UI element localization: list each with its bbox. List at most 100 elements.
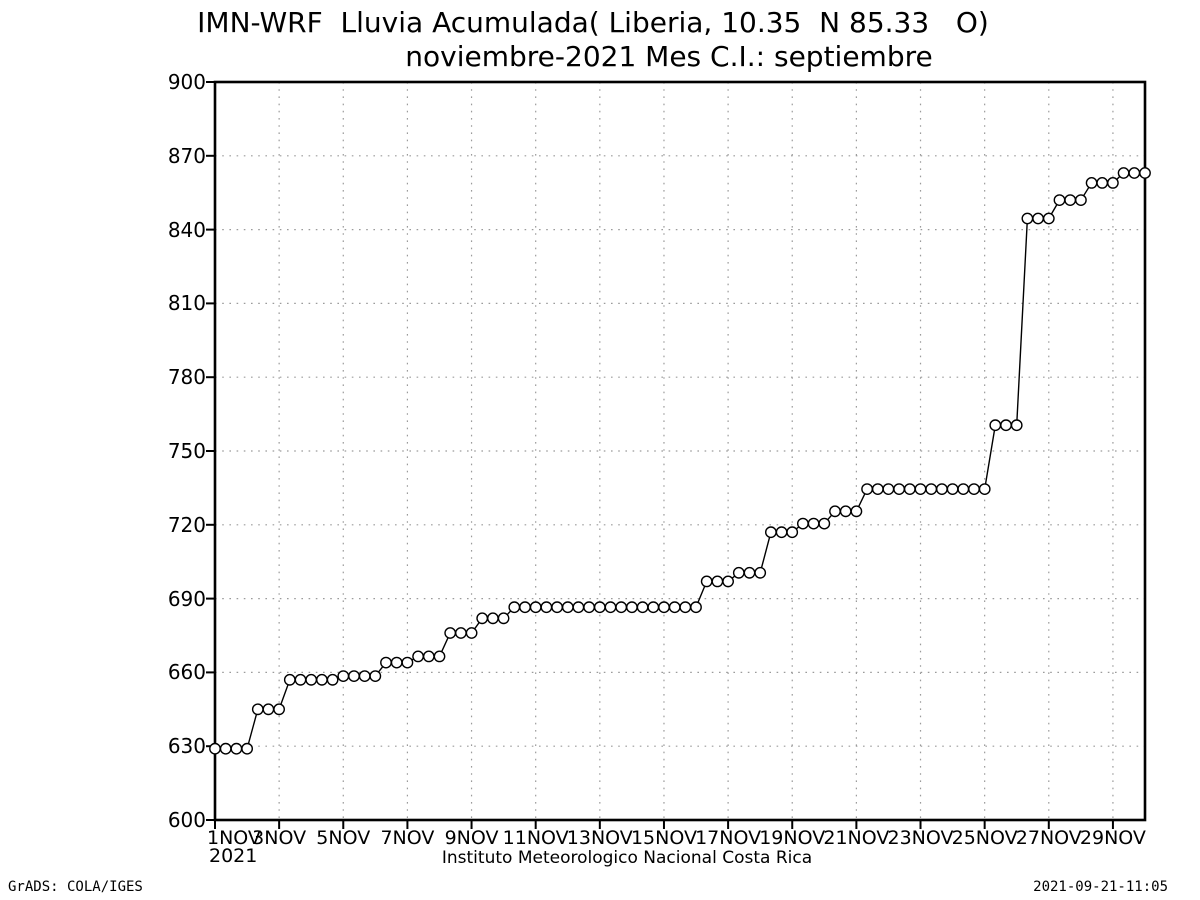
data-point-marker [807, 517, 820, 530]
data-point-marker [861, 483, 873, 495]
data-point-marker [219, 742, 232, 755]
timestamp-text: 2021-09-21-11:05 [1033, 879, 1168, 895]
data-point-marker [422, 650, 435, 663]
y-axis-tick-label: 600 [167, 808, 206, 832]
x-axis-tick-label: 29NOV [1079, 827, 1146, 849]
data-point-marker [957, 483, 970, 495]
data-point-marker [1075, 194, 1087, 207]
data-point-marker [572, 601, 585, 614]
data-point-marker [519, 601, 531, 614]
data-point-marker [412, 650, 424, 663]
y-axis-tick-label: 780 [167, 365, 206, 390]
data-point-marker [658, 601, 670, 614]
data-point-marker [380, 656, 392, 669]
data-point-marker [786, 526, 799, 539]
y-axis-tick-label: 900 [167, 70, 206, 94]
y-axis-tick-label: 660 [167, 660, 206, 685]
data-point-marker [401, 656, 414, 669]
data-point-marker [925, 483, 938, 495]
data-point-marker [668, 601, 681, 614]
data-point-marker [390, 656, 403, 669]
footer-institute-text: Instituto Meteorologico Nacional Costa R… [441, 848, 813, 868]
data-point-marker [529, 601, 542, 614]
data-point-marker [754, 566, 767, 579]
data-point-marker [722, 575, 734, 588]
x-axis-tick-label: 25NOV [951, 827, 1018, 849]
data-point-marker [283, 673, 296, 686]
data-point-marker [946, 483, 959, 495]
data-point-marker [508, 601, 521, 614]
data-point-marker [593, 601, 606, 614]
y-axis-tick-label: 690 [167, 586, 206, 611]
x-axis-tick-label: 3NOV [252, 827, 307, 849]
data-point-marker [1064, 194, 1077, 207]
plot-frame [213, 80, 1147, 822]
data-point-marker [1107, 176, 1119, 189]
data-point-marker [262, 703, 275, 716]
data-point-marker [1117, 167, 1130, 179]
x-axis-tick-label: 1NOV [207, 827, 261, 849]
data-point-marker [775, 526, 788, 539]
x-axis-tick-label: 13NOV [566, 827, 633, 849]
data-point-marker [497, 612, 510, 625]
data-point-marker [700, 575, 713, 588]
data-point-marker [839, 505, 852, 518]
chart-title: IMN-WRF Lluvia Acumulada( Liberia, 10.35… [197, 6, 989, 39]
data-point-marker [1085, 176, 1098, 189]
data-point-marker [818, 517, 831, 530]
data-point-marker [241, 742, 254, 755]
data-point-marker [936, 483, 948, 495]
data-point-marker [209, 742, 221, 755]
data-point-marker [882, 483, 895, 495]
data-point-marker [1010, 419, 1023, 432]
data-point-marker [679, 601, 692, 614]
data-point-marker [273, 703, 285, 716]
data-point-marker [294, 673, 307, 686]
data-point-marker [251, 703, 264, 716]
data-point-marker [444, 627, 457, 639]
data-point-marker [797, 517, 809, 530]
data-point-marker [369, 670, 382, 682]
x-axis-tick-label: 21NOV [823, 827, 890, 849]
data-point-marker [765, 526, 777, 539]
y-axis-tick-label: 870 [167, 143, 206, 168]
rainfall-step-line [215, 172, 1145, 750]
data-point-marker [1032, 212, 1045, 225]
x-axis-tick-label: 7NOV [380, 827, 435, 849]
data-point-marker [1139, 167, 1151, 179]
x-axis-tick-label: 11NOV [502, 827, 569, 849]
data-point-marker [732, 566, 745, 579]
data-point-marker [893, 483, 905, 495]
data-point-marker [711, 575, 724, 588]
data-point-marker [561, 601, 574, 614]
data-point-marker [850, 505, 863, 518]
data-point-marker [1128, 167, 1141, 179]
data-point-marker [326, 673, 339, 686]
data-point-marker [871, 483, 884, 495]
data-point-marker [315, 673, 328, 686]
y-axis-tick-label: 840 [167, 217, 206, 242]
data-point-marker [989, 419, 1002, 432]
data-point-marker [914, 483, 927, 495]
chart-subtitle: noviembre-2021 Mes C.I.: septiembre [405, 40, 933, 73]
data-point-marker [540, 601, 553, 614]
x-axis-tick-label: 15NOV [630, 827, 697, 849]
x-axis-year-label: 2021 [209, 845, 258, 867]
y-axis-tick-label: 810 [167, 291, 206, 316]
data-point-marker [1021, 212, 1034, 225]
data-point-marker [465, 627, 478, 639]
data-point-marker [305, 673, 318, 686]
data-point-marker [829, 505, 841, 518]
x-axis-tick-label: 5NOV [316, 827, 371, 849]
data-point-marker [230, 742, 243, 755]
data-point-marker [636, 601, 649, 614]
data-point-marker [551, 601, 563, 614]
data-point-marker [978, 483, 991, 495]
data-point-marker [690, 601, 702, 614]
data-point-marker [583, 601, 595, 614]
data-point-marker [358, 670, 371, 682]
y-axis-tick-label: 630 [167, 734, 206, 759]
x-axis-tick-label: 17NOV [695, 827, 762, 849]
